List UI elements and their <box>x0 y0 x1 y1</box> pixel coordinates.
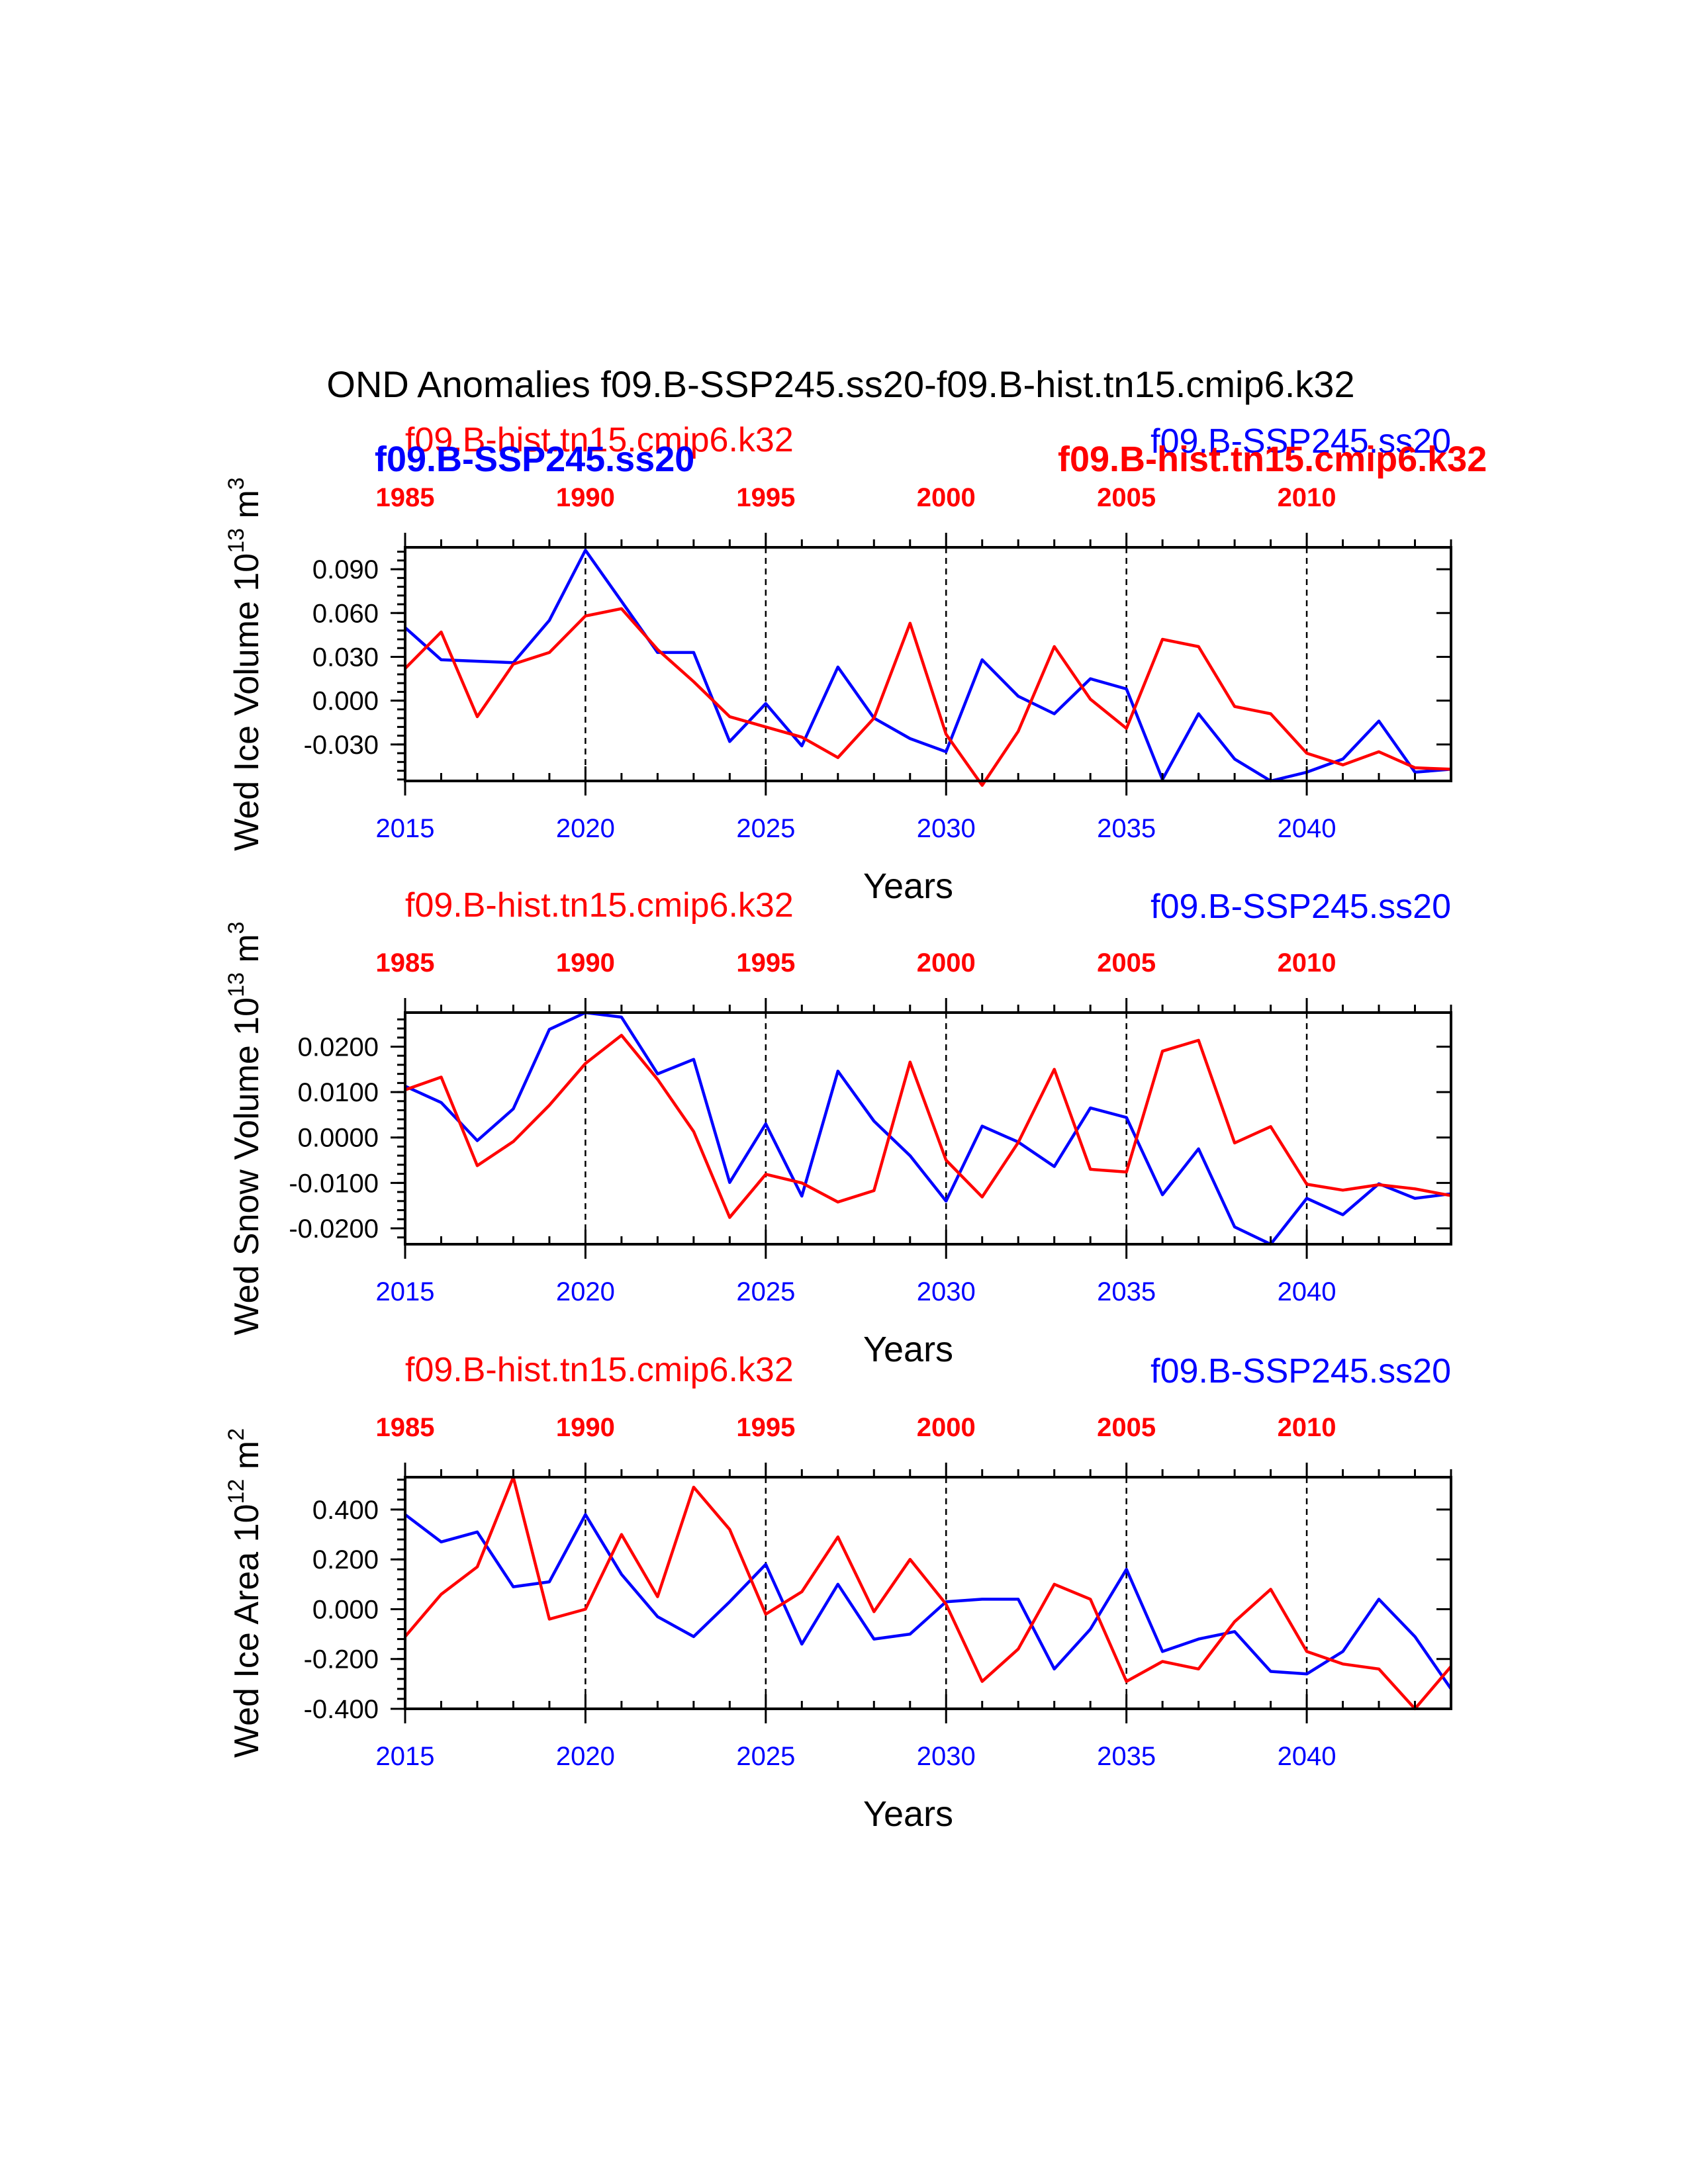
legend-ssp: f09.B-SSP245.ss20 <box>1150 1352 1451 1390</box>
y-tick-label: 0.000 <box>312 687 379 716</box>
series-line-ssp245 <box>404 1513 1452 1690</box>
y-tick-label: -0.030 <box>304 731 379 760</box>
y-tick-label: 0.0100 <box>298 1078 379 1107</box>
y-tick-label: 0.0000 <box>298 1124 379 1153</box>
top-tick-label: 1990 <box>556 948 615 978</box>
y-tick-label: 0.400 <box>312 1496 379 1525</box>
legend-ssp: f09.B-SSP245.ss20 <box>1150 422 1451 461</box>
top-tick-label: 1990 <box>556 1413 615 1442</box>
top-tick-label: 2010 <box>1278 1413 1336 1442</box>
top-tick-label: 1985 <box>376 483 435 512</box>
top-tick-label: 2010 <box>1278 483 1336 512</box>
y-tick-label: 0.000 <box>312 1595 379 1624</box>
x-tick-label: 2040 <box>1278 814 1336 843</box>
top-tick-label: 1990 <box>556 483 615 512</box>
top-tick-label: 2010 <box>1278 948 1336 978</box>
x-tick-label: 2040 <box>1278 1742 1336 1771</box>
y-tick-label: 0.030 <box>312 643 379 672</box>
x-tick-label: 2035 <box>1097 1742 1156 1771</box>
y-tick-label: -0.400 <box>304 1695 379 1724</box>
legend-ssp-bold: f09.B-SSP245.ss20 <box>375 439 694 479</box>
x-tick-label: 2025 <box>736 1742 795 1771</box>
x-tick-label: 2030 <box>917 814 976 843</box>
legend-hist: f09.B-hist.tn15.cmip6.k32 <box>405 1351 794 1389</box>
y-tick-label: -0.200 <box>304 1645 379 1674</box>
top-tick-label: 2005 <box>1097 483 1156 512</box>
legend-hist: f09.B-hist.tn15.cmip6.k32 <box>405 886 794 925</box>
x-tick-label: 2035 <box>1097 1277 1156 1306</box>
y-tick-label: 0.060 <box>312 599 379 628</box>
panel-2: 2015 2020 2025 2030 2035 2040 1985 1990 1995 2000… <box>224 886 1452 1369</box>
figure-title: OND Anomalies f09.B-SSP245.ss20-f09.B-hi… <box>326 363 1354 405</box>
x-tick-label: 2030 <box>917 1277 976 1306</box>
x-tick-label: 2015 <box>376 1277 435 1306</box>
series-line-hist <box>404 1475 1452 1711</box>
y-axis-label: Wed Snow Volume 1013 m3 <box>224 921 266 1335</box>
x-axis-label: Years <box>863 1330 953 1369</box>
x-tick-label: 2030 <box>917 1742 976 1771</box>
series-line-ssp245 <box>404 549 1452 783</box>
x-axis-label: Years <box>863 866 953 906</box>
x-tick-label: 2015 <box>376 814 435 843</box>
y-tick-label: -0.0100 <box>289 1169 379 1198</box>
x-tick-label: 2035 <box>1097 814 1156 843</box>
y-tick-label: 0.0200 <box>298 1032 379 1062</box>
y-axis-label: Wed Ice Volume 1013 m3 <box>224 477 266 851</box>
y-tick-label: 0.200 <box>312 1545 379 1574</box>
top-tick-label: 1985 <box>376 948 435 978</box>
y-axis-label: Wed Ice Area 1012 m2 <box>224 1428 266 1758</box>
x-tick-label: 2025 <box>736 1277 795 1306</box>
plot-frame <box>404 546 1452 782</box>
top-tick-label: 2005 <box>1097 1413 1156 1442</box>
series-line-ssp245 <box>404 1011 1452 1246</box>
legend-hist-bold: f09.B-hist.tn15.cmip6.k32 <box>1058 439 1487 479</box>
legend-hist: f09.B-hist.tn15.cmip6.k32 <box>405 421 794 459</box>
top-tick-label: 2000 <box>917 483 976 512</box>
panel-1: 2015 2020 2025 2030 2035 2040 1985 1990 1995 2000… <box>224 421 1487 906</box>
y-tick-label: 0.090 <box>312 555 379 584</box>
top-tick-label: 2005 <box>1097 948 1156 978</box>
x-axis-label: Years <box>863 1794 953 1834</box>
x-tick-label: 2020 <box>556 1742 615 1771</box>
top-tick-label: 1995 <box>736 948 795 978</box>
series-line-hist <box>404 1034 1452 1219</box>
top-tick-label: 2000 <box>917 948 976 978</box>
top-tick-label: 2000 <box>917 1413 976 1442</box>
plot-frame <box>404 1011 1452 1246</box>
x-tick-label: 2025 <box>736 814 795 843</box>
x-tick-label: 2020 <box>556 814 615 843</box>
top-tick-label: 1985 <box>376 1413 435 1442</box>
series-line-hist <box>404 607 1452 787</box>
x-tick-label: 2040 <box>1278 1277 1336 1306</box>
top-tick-label: 1995 <box>736 1413 795 1442</box>
legend-ssp: f09.B-SSP245.ss20 <box>1150 887 1451 926</box>
top-tick-label: 1995 <box>736 483 795 512</box>
x-tick-label: 2015 <box>376 1742 435 1771</box>
panel-3: 2015 2020 2025 2030 2035 2040 1985 1990 1995 2000… <box>224 1351 1452 1834</box>
x-tick-label: 2020 <box>556 1277 615 1306</box>
y-tick-label: -0.0200 <box>289 1214 379 1244</box>
plot-frame <box>404 1476 1452 1710</box>
